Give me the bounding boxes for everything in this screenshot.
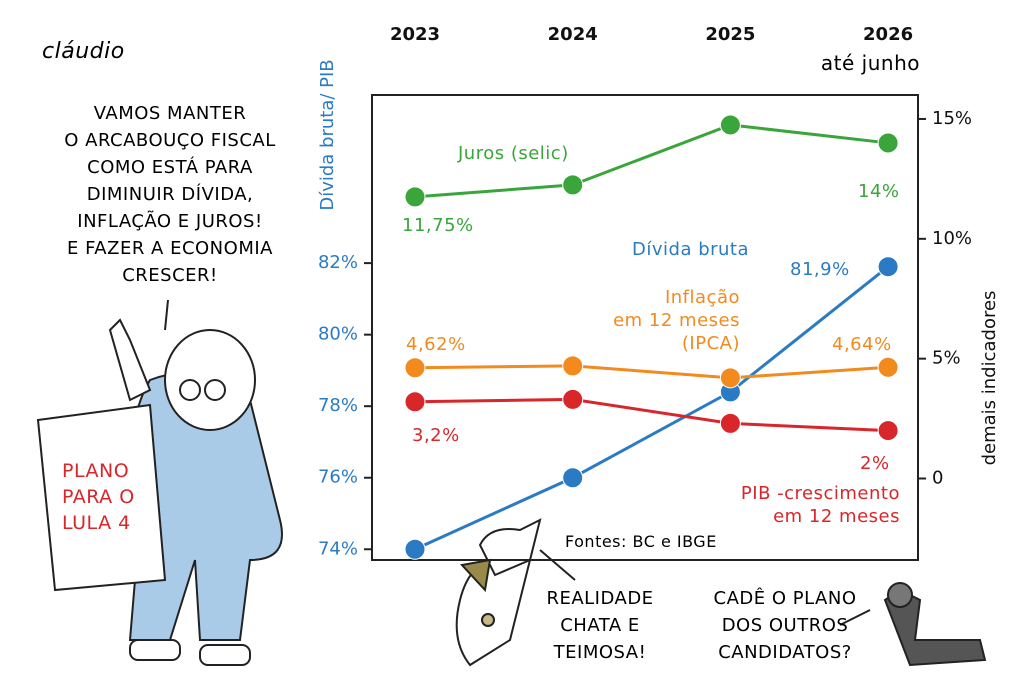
y-tick-label: 82% xyxy=(318,252,358,273)
dog-speech: CADÊ O PLANO DOS OUTROS CANDIDATOS? xyxy=(713,588,857,663)
dog-speech: REALIDADE CHATA E TEIMOSA! xyxy=(546,588,654,663)
dog-left xyxy=(455,518,576,667)
x-note: até junho xyxy=(820,51,920,75)
y-tick-label: 76% xyxy=(318,467,358,488)
data-point xyxy=(877,356,899,378)
x-tick-label: 2025 xyxy=(705,24,755,45)
data-point xyxy=(719,114,741,136)
data-point xyxy=(719,412,741,434)
series-line xyxy=(414,364,889,380)
dog-right xyxy=(839,582,987,667)
value-label: 2% xyxy=(860,453,890,474)
value-label: 14% xyxy=(858,181,900,202)
data-point xyxy=(404,357,426,379)
series-line xyxy=(414,397,889,433)
man-figure xyxy=(36,299,283,666)
data-point xyxy=(404,186,426,208)
value-label: 3,2% xyxy=(412,425,460,446)
data-point xyxy=(562,355,584,377)
y-tick-label: 78% xyxy=(318,395,358,416)
data-point xyxy=(562,467,584,489)
y-axis-title: Dívida bruta/ PIB xyxy=(317,59,338,210)
y2-axis-title: demais indicadores xyxy=(979,291,1000,466)
value-label: 4,64% xyxy=(832,334,892,355)
x-tick-label: 2024 xyxy=(548,24,598,45)
x-tick-label: 2026 xyxy=(863,24,913,45)
series-name: Inflação em 12 meses (IPCA) xyxy=(613,287,740,354)
series-name: Juros (selic) xyxy=(458,143,569,164)
x-tick-label: 2023 xyxy=(390,24,440,45)
value-label: 11,75% xyxy=(402,215,474,236)
data-point xyxy=(719,367,741,389)
value-label: 81,9% xyxy=(790,259,850,280)
plot-frame xyxy=(371,94,919,561)
y-tick-label: 80% xyxy=(318,324,358,345)
series-line xyxy=(414,265,890,551)
y2-tick-label: 10% xyxy=(932,228,972,249)
data-point xyxy=(877,420,899,442)
y2-tick-label: 5% xyxy=(932,348,961,369)
series-line xyxy=(414,123,889,199)
data-point xyxy=(404,538,426,560)
paper-text: PLANO PARA O LULA 4 xyxy=(62,460,135,534)
speech: VAMOS MANTER O ARCABOUÇO FISCAL COMO EST… xyxy=(64,103,276,286)
source: Fontes: BC e IBGE xyxy=(565,532,717,551)
signature: cláudio xyxy=(42,39,125,64)
data-point xyxy=(562,174,584,196)
data-point xyxy=(877,132,899,154)
data-point xyxy=(562,388,584,410)
y2-tick-label: 0 xyxy=(932,468,943,489)
data-point xyxy=(404,391,426,413)
series-name: Dívida bruta xyxy=(632,239,750,260)
y2-tick-label: 15% xyxy=(932,108,972,129)
y-tick-label: 74% xyxy=(318,538,358,559)
series-name: PIB -crescimento em 12 meses xyxy=(740,483,900,527)
data-point xyxy=(877,256,899,278)
value-label: 4,62% xyxy=(406,334,466,355)
